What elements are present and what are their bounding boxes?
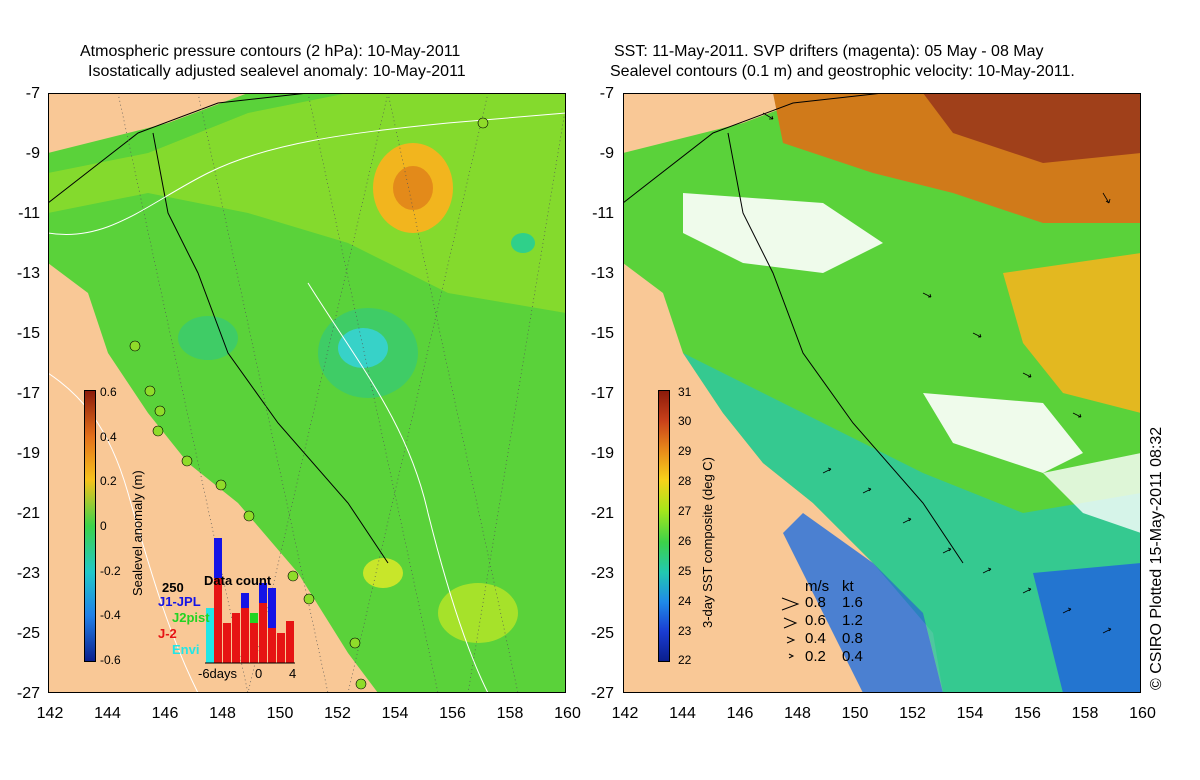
left-x-label: 148 (209, 705, 236, 722)
right-x-label: 158 (1071, 705, 1099, 722)
left-cbar-tick-3: 0 (100, 519, 107, 533)
vel-row-1-kt: 1.2 (842, 612, 863, 629)
left-x-label: 152 (324, 705, 351, 722)
right-x-label: 160 (1129, 705, 1156, 722)
right-map (623, 93, 1141, 693)
vel-row-3-ms: 0.2 (805, 648, 826, 665)
right-cbar-tick-2: 29 (678, 444, 692, 458)
vel-header-kt: kt (842, 578, 854, 595)
left-y-label: -7 (25, 85, 40, 102)
left-x-label: 158 (496, 705, 524, 722)
left-cbar-tick-4: -0.2 (100, 564, 121, 578)
left-cbar-tick-6: -0.6 (100, 653, 121, 667)
left-x-label: 156 (439, 705, 466, 722)
left-x-label: 142 (36, 705, 64, 722)
right-x-label: 144 (669, 705, 696, 722)
data-count-x-label-1: 0 (255, 666, 263, 681)
left-cbar-tick-1: 0.4 (100, 430, 117, 444)
left-y-label: -15 (16, 325, 40, 342)
vel-arrow-glyphs (781, 597, 800, 659)
right-cbar-tick-0: 31 (678, 385, 692, 399)
right-x-label: 154 (956, 705, 984, 722)
left-map (48, 93, 566, 693)
left-cbar-tick-0: 0.6 (100, 385, 117, 399)
right-cbar-tick-6: 25 (678, 564, 692, 578)
vel-row-2-kt: 0.8 (842, 630, 863, 647)
vel-row-3-kt: 0.4 (842, 648, 863, 665)
right-y-label: -19 (590, 445, 614, 462)
left-x-label: 154 (381, 705, 409, 722)
left-title-line1: Atmospheric pressure contours (2 hPa): 1… (80, 43, 461, 60)
right-x-label: 150 (841, 705, 869, 722)
right-cbar-tick-4: 27 (678, 504, 692, 518)
data-count-x-label-0: -6days (198, 666, 238, 681)
left-y-label: -25 (16, 625, 40, 642)
data-count-title: Data count (204, 573, 272, 588)
right-y-label: -17 (590, 385, 614, 402)
right-y-label: -7 (599, 85, 614, 102)
data-count-histogram (205, 538, 295, 664)
right-y-label: -27 (590, 685, 614, 702)
left-y-label: -21 (16, 505, 40, 522)
right-x-label: 152 (899, 705, 926, 722)
right-colorbar (658, 390, 670, 662)
left-cbar-tick-5: -0.4 (100, 608, 121, 622)
left-y-label: -27 (16, 685, 40, 702)
left-x-label: 144 (94, 705, 121, 722)
left-cbar-tick-2: 0.2 (100, 474, 117, 488)
vel-row-0-ms: 0.8 (805, 594, 826, 611)
vel-row-1-ms: 0.6 (805, 612, 826, 629)
right-y-label: -9 (599, 145, 614, 162)
right-title-line2: Sealevel contours (0.1 m) and geostrophi… (610, 63, 1075, 80)
right-cbar-tick-1: 30 (678, 414, 692, 428)
right-cbar-tick-9: 22 (678, 653, 692, 667)
legend-j1-jpl: J1-JPL (158, 594, 201, 609)
right-x-label: 148 (784, 705, 811, 722)
legend-j2pist: J2pist (172, 610, 210, 625)
right-colorbar-label: 3-day SST composite (deg C) (700, 457, 715, 628)
left-y-label: -13 (16, 265, 40, 282)
right-y-label: -15 (590, 325, 614, 342)
right-cbar-tick-7: 24 (678, 594, 692, 608)
left-title-line2: Isostatically adjusted sealevel anomaly:… (88, 63, 466, 80)
right-y-label: -21 (590, 505, 614, 522)
left-y-label: -17 (16, 385, 40, 402)
data-count-max: 250 (162, 580, 184, 595)
right-y-label: -23 (590, 565, 614, 582)
left-colorbar-label: Sealevel anomaly (m) (130, 470, 145, 596)
right-cbar-tick-8: 23 (678, 624, 692, 638)
vel-header-ms: m/s (805, 578, 830, 595)
left-colorbar (84, 390, 96, 662)
credit-text: © CSIRO Plotted 15-May-2011 08:32 (1148, 426, 1165, 690)
right-x-label: 146 (726, 705, 754, 722)
left-y-label: -23 (16, 565, 40, 582)
left-y-label: -19 (16, 445, 40, 462)
right-cbar-tick-3: 28 (678, 474, 692, 488)
vel-row-0-kt: 1.6 (842, 594, 863, 611)
left-y-label: -9 (25, 145, 40, 162)
vel-row-2-ms: 0.4 (805, 630, 826, 647)
left-y-label: -11 (18, 205, 40, 222)
right-title-line1: SST: 11-May-2011. SVP drifters (magenta)… (614, 43, 1044, 60)
right-x-label: 142 (611, 705, 639, 722)
left-x-label: 160 (554, 705, 581, 722)
right-cbar-tick-5: 26 (678, 534, 692, 548)
left-x-label: 150 (266, 705, 294, 722)
data-count-x-label-2: 4 (289, 666, 297, 681)
right-y-label: -13 (590, 265, 614, 282)
legend-envi: Envi (172, 642, 200, 657)
right-y-label: -11 (592, 205, 614, 222)
right-x-label: 156 (1014, 705, 1041, 722)
left-x-label: 146 (151, 705, 179, 722)
right-y-label: -25 (590, 625, 614, 642)
legend-j-2: J-2 (158, 626, 177, 641)
